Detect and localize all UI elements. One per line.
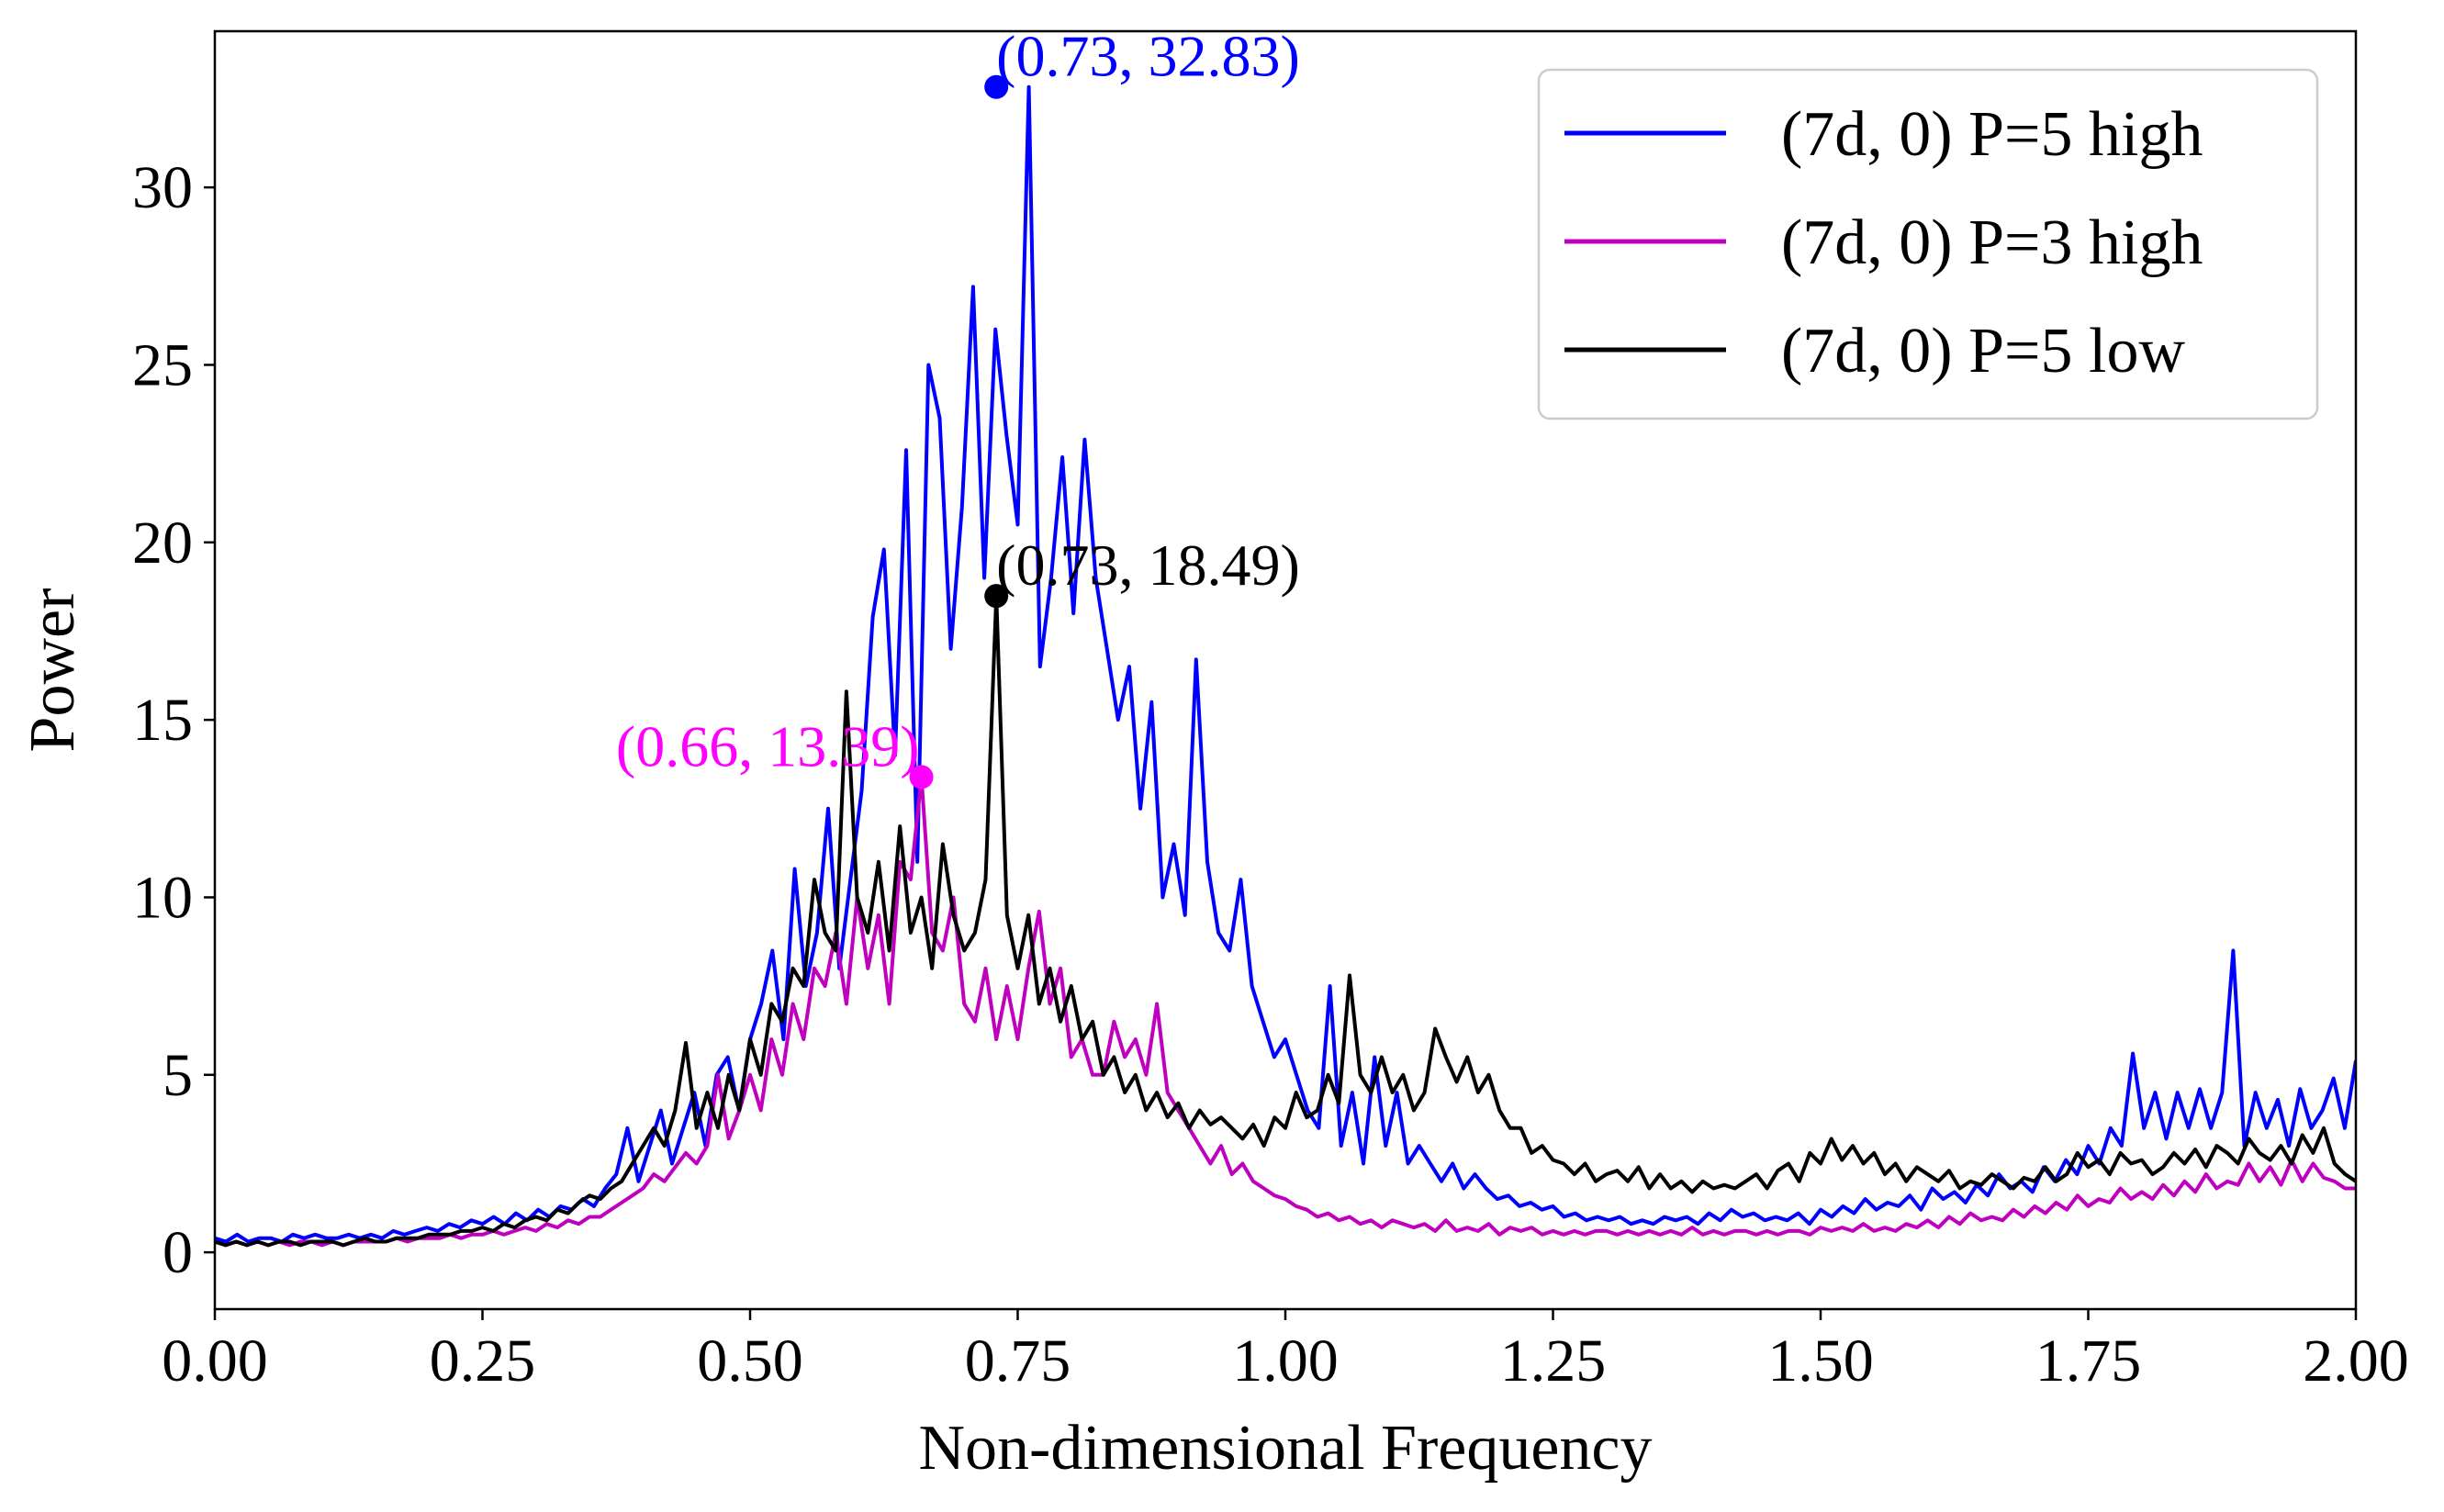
x-tick-label: 1.50 [1767, 1327, 1874, 1394]
annotation-layer: (0.73, 32.83) (0.73, 18.49) (0.66, 13.39) [616, 24, 1300, 779]
x-tick-label: 1.25 [1500, 1327, 1607, 1394]
legend-label-3: (7d, 0) P=5 low [1781, 316, 2185, 386]
y-tick-label: 10 [132, 864, 193, 931]
x-axis-label: Non-dimensional Frequency [919, 1413, 1653, 1484]
series-line-3 [215, 594, 2356, 1248]
y-tick-label: 25 [132, 331, 193, 398]
x-tick-label: 1.00 [1232, 1327, 1339, 1394]
legend-label-2: (7d, 0) P=3 high [1781, 207, 2203, 278]
x-axis: 0.00 0.25 0.50 0.75 1.00 1.25 1.50 1.75 2.00 [162, 1309, 2409, 1394]
x-tick-label: 0.50 [697, 1327, 803, 1394]
y-axis: 0 5 10 15 20 25 30 [132, 154, 215, 1286]
x-tick-label: 2.00 [2303, 1327, 2409, 1394]
peak-marker-1 [984, 74, 1009, 99]
series-layer [215, 84, 2356, 1248]
peak-marker-3 [909, 765, 934, 790]
legend-box [1537, 68, 2319, 420]
x-tick-label: 0.75 [965, 1327, 1071, 1394]
legend-label-1: (7d, 0) P=5 high [1781, 99, 2203, 170]
y-tick-label: 30 [132, 154, 193, 221]
marker-layer [909, 74, 1009, 790]
peak-annotation-3: (0.66, 13.39) [616, 713, 920, 778]
x-tick-label: 0.25 [430, 1327, 536, 1394]
y-tick-label: 5 [163, 1042, 193, 1109]
peak-annotation-2: (0.73, 18.49) [996, 532, 1300, 598]
x-tick-label: 1.75 [2035, 1327, 2142, 1394]
peak-annotation-1: (0.73, 32.83) [996, 24, 1300, 89]
y-tick-label: 0 [163, 1219, 193, 1286]
peak-marker-2 [984, 584, 1009, 609]
series-line-2 [215, 775, 2356, 1248]
y-axis-label: Power [17, 588, 88, 753]
x-tick-label: 0.00 [162, 1327, 268, 1394]
y-tick-label: 20 [132, 510, 193, 577]
y-tick-label: 15 [132, 687, 193, 754]
legend: (7d, 0) P=5 high (7d, 0) P=3 high (7d, 0) … [1537, 68, 2319, 420]
